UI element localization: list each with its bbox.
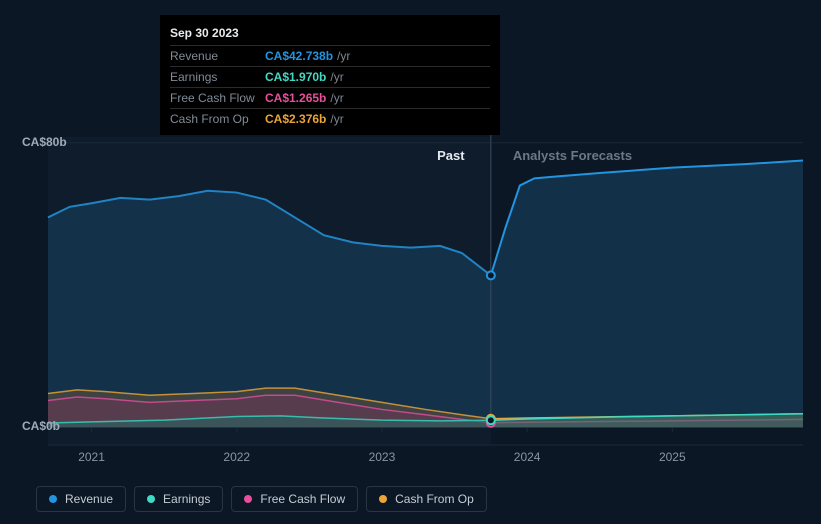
- legend-dot-icon: [244, 495, 252, 503]
- plot-svg: [48, 125, 803, 445]
- legend-item-free-cash-flow[interactable]: Free Cash Flow: [231, 486, 358, 512]
- tooltip-row-label: Cash From Op: [170, 112, 265, 126]
- plot-area[interactable]: Past Analysts Forecasts CA$80bCA$0b20212…: [48, 125, 803, 445]
- y-axis-label: CA$0b: [22, 419, 60, 433]
- legend-item-cash-from-op[interactable]: Cash From Op: [366, 486, 487, 512]
- legend-item-earnings[interactable]: Earnings: [134, 486, 223, 512]
- x-axis-tick: 2022: [223, 450, 250, 464]
- tooltip-row-value: CA$2.376b: [265, 112, 326, 126]
- legend-dot-icon: [147, 495, 155, 503]
- x-axis-tick: 2021: [78, 450, 105, 464]
- tooltip-date: Sep 30 2023: [170, 23, 490, 46]
- legend-dot-icon: [49, 495, 57, 503]
- x-axis-tick: 2025: [659, 450, 686, 464]
- tooltip-row-suffix: /yr: [330, 70, 343, 84]
- tooltip-row-value: CA$1.970b: [265, 70, 326, 84]
- tooltip-row: Earnings CA$1.970b /yr: [170, 67, 490, 88]
- region-label-past: Past: [437, 148, 464, 163]
- legend-item-revenue[interactable]: Revenue: [36, 486, 126, 512]
- region-label-forecast: Analysts Forecasts: [513, 148, 632, 163]
- tooltip-row-suffix: /yr: [337, 49, 350, 63]
- legend-item-label: Revenue: [65, 492, 113, 506]
- x-axis-tick: 2023: [369, 450, 396, 464]
- legend-item-label: Free Cash Flow: [260, 492, 345, 506]
- tooltip-row-suffix: /yr: [330, 91, 343, 105]
- tooltip-row: Free Cash Flow CA$1.265b /yr: [170, 88, 490, 109]
- tooltip-row-value: CA$1.265b: [265, 91, 326, 105]
- legend-item-label: Cash From Op: [395, 492, 474, 506]
- tooltip-row-label: Revenue: [170, 49, 265, 63]
- tooltip-row-value: CA$42.738b: [265, 49, 333, 63]
- tooltip-row: Cash From Op CA$2.376b /yr: [170, 109, 490, 129]
- tooltip: Sep 30 2023 Revenue CA$42.738b /yr Earni…: [160, 15, 500, 135]
- tooltip-row-label: Earnings: [170, 70, 265, 84]
- tooltip-row: Revenue CA$42.738b /yr: [170, 46, 490, 67]
- legend: Revenue Earnings Free Cash Flow Cash Fro…: [36, 486, 487, 512]
- tooltip-row-suffix: /yr: [330, 112, 343, 126]
- legend-item-label: Earnings: [163, 492, 210, 506]
- chart-container: Past Analysts Forecasts CA$80b CA$0b 2021 2…: [18, 0, 803, 524]
- y-axis-label: CA$80b: [22, 135, 67, 149]
- legend-dot-icon: [379, 495, 387, 503]
- x-axis-tick: 2024: [514, 450, 541, 464]
- tooltip-row-label: Free Cash Flow: [170, 91, 265, 105]
